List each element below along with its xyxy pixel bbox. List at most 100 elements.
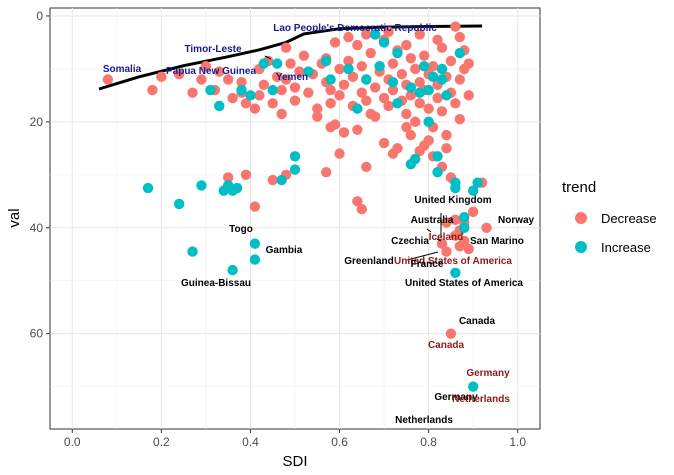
point-decrease [450,21,461,32]
point-decrease [240,98,252,109]
point-decrease [249,201,261,212]
country-label: Papua New Guinea [166,66,256,77]
point-decrease [338,79,350,90]
country-label: Yemen [276,72,308,83]
point-increase [227,264,238,276]
point-increase [173,198,185,210]
point-decrease [401,121,412,133]
point-increase [249,254,261,265]
point-increase [214,100,225,112]
point-decrease [267,174,278,186]
point-increase [450,267,461,278]
legend-key-increase [575,241,587,253]
point-decrease [329,37,341,48]
point-increase [369,29,381,40]
label-leader-line [264,55,272,60]
x-tick-label: 0.6 [331,435,348,449]
point-increase [459,211,470,223]
country-label: Lao People's Democratic Republic [273,23,437,34]
point-increase [374,61,385,72]
country-label: Timor-Leste [184,44,241,55]
country-label: Netherlands [395,415,453,426]
annotations-layer: Lao People's Democratic Republic Timor-Le… [103,23,535,426]
x-tick-label: 1.0 [509,435,526,449]
point-decrease [441,129,452,141]
country-label: Somalia [103,64,142,75]
point-decrease [365,47,376,59]
point-decrease [396,68,408,80]
point-increase [423,84,434,96]
point-decrease [222,172,234,183]
x-tick-label: 0.8 [420,435,437,449]
y-tick-label: 0 [36,9,43,23]
country-label: Canada [459,316,496,327]
point-increase [392,98,403,109]
point-decrease [249,103,261,114]
country-label: United States of America [405,278,523,289]
point-increase [236,84,247,96]
point-decrease [276,108,287,120]
point-increase [196,180,207,191]
point-increase [258,58,270,69]
point-decrease [334,148,345,159]
point-increase [303,66,314,77]
y-tick-label: 60 [30,327,44,341]
point-decrease [325,98,336,109]
point-decrease [423,103,434,114]
point-decrease [414,29,425,40]
point-decrease [312,103,323,114]
country-label: Germany [434,392,478,403]
point-decrease [254,90,265,101]
point-decrease [222,74,234,85]
point-increase [352,103,363,114]
point-decrease [432,34,443,45]
point-decrease [227,92,238,104]
country-label: Canada [428,340,465,351]
point-decrease [240,169,252,181]
point-decrease [441,143,452,154]
y-tick-label: 20 [30,115,44,129]
point-decrease [280,42,292,53]
point-decrease [383,100,394,112]
point-increase [205,84,216,96]
point-increase [320,55,332,67]
point-decrease [387,84,399,96]
point-decrease [276,84,287,96]
point-decrease [334,63,345,75]
x-axis-title: SDI [282,453,307,470]
point-decrease [214,66,225,77]
point-decrease [450,214,461,226]
point-decrease [352,124,363,135]
point-increase [378,37,390,48]
point-decrease [410,63,421,75]
point-decrease [156,71,167,83]
point-increase [289,151,301,162]
point-decrease [436,106,448,117]
point-increase [436,63,448,75]
point-increase [467,185,479,196]
point-increase [432,166,443,178]
point-decrease [289,95,301,106]
point-increase [276,174,287,186]
country-label: Greenland [344,256,393,267]
point-decrease [325,84,336,96]
point-increase [343,63,354,75]
y-axis: 0 20 40 60 [30,9,50,341]
point-increase [427,71,439,83]
legend-label-increase: Increase [601,240,651,255]
point-decrease [294,66,305,77]
country-label: United Kingdom [414,195,491,206]
point-increase [454,47,466,59]
point-decrease [378,92,390,104]
point-decrease [369,82,381,93]
point-decrease [352,39,363,51]
point-decrease [463,243,474,255]
legend-key-decrease [575,212,587,224]
point-decrease [454,31,466,43]
country-label: Togo [229,224,253,235]
point-increase [459,222,470,233]
point-decrease [436,42,448,53]
point-decrease [361,29,372,40]
point-decrease [441,217,452,228]
point-decrease [450,230,461,241]
